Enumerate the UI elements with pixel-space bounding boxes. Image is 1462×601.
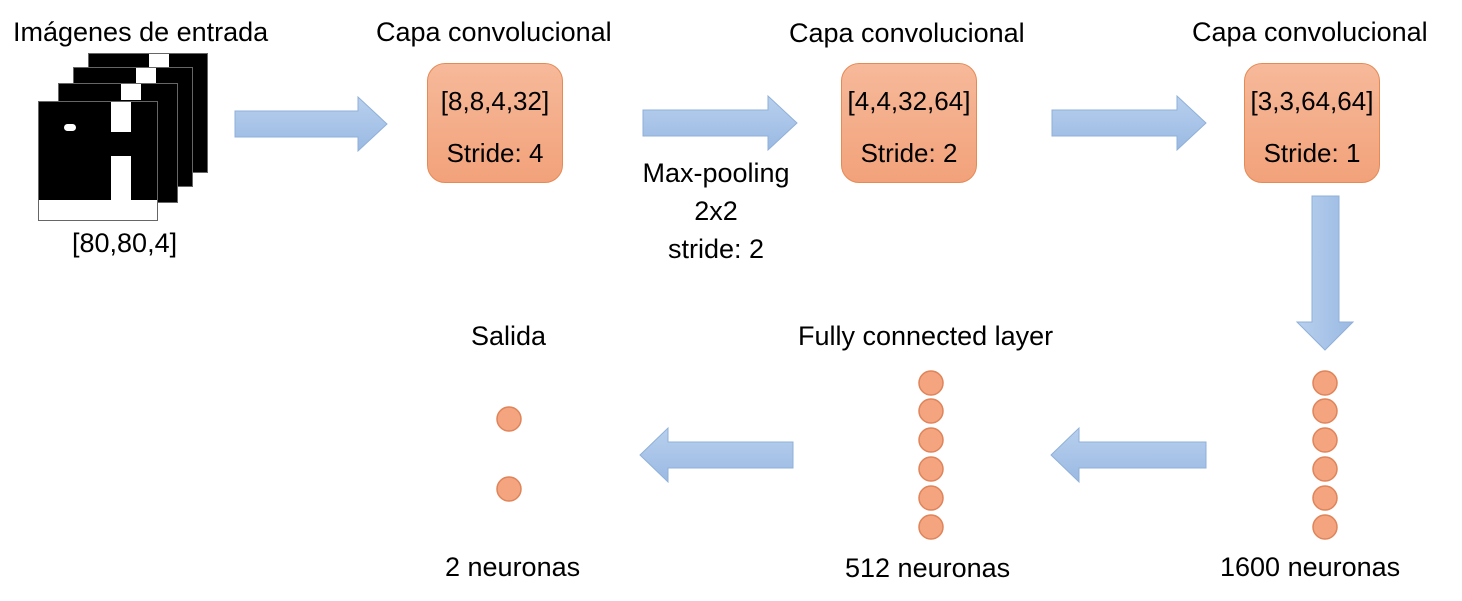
conv1-title: Capa convolucional xyxy=(376,17,612,47)
neuron xyxy=(918,370,944,396)
input-shape: [80,80,4] xyxy=(72,228,178,258)
neuron xyxy=(918,427,944,453)
output-title: Salida xyxy=(471,321,547,351)
arrow-conv2-to-conv3 xyxy=(1051,94,1207,152)
arrow-input-to-conv1 xyxy=(234,95,388,153)
conv3-stride: Stride: 1 xyxy=(1263,138,1361,168)
neuron xyxy=(496,476,522,502)
fc-label: 512 neuronas xyxy=(845,553,1011,583)
neuron xyxy=(1312,398,1338,424)
pool-line2: 2x2 xyxy=(694,196,738,226)
conv2-title: Capa convolucional xyxy=(789,18,1025,48)
conv2-dims: [4,4,32,64] xyxy=(847,86,971,116)
neuron xyxy=(918,485,944,511)
neuron xyxy=(918,456,944,482)
arrow-fc-to-output xyxy=(639,426,794,484)
neuron xyxy=(1312,427,1338,453)
neuron xyxy=(918,398,944,424)
conv3-box: [3,3,64,64] Stride: 1 xyxy=(1244,63,1380,183)
conv3-dims: [3,3,64,64] xyxy=(1250,86,1374,116)
neuron xyxy=(1312,485,1338,511)
neuron xyxy=(496,406,522,432)
conv3-title: Capa convolucional xyxy=(1192,17,1428,47)
arrow-flat-to-fc xyxy=(1050,426,1207,484)
conv1-dims: [8,8,4,32] xyxy=(440,86,550,116)
neuron xyxy=(1312,456,1338,482)
conv2-box: [4,4,32,64] Stride: 2 xyxy=(841,63,977,183)
conv1-stride: Stride: 4 xyxy=(446,138,544,168)
arrow-conv3-down xyxy=(1295,195,1355,351)
fc-title: Fully connected layer xyxy=(798,321,1054,351)
neuron xyxy=(1312,514,1338,540)
conv1-box: [8,8,4,32] Stride: 4 xyxy=(427,63,563,183)
input-title: Imágenes de entrada xyxy=(13,17,269,47)
conv2-stride: Stride: 2 xyxy=(860,138,958,168)
input-frame-1 xyxy=(38,101,158,221)
flat-neurons xyxy=(1312,370,1338,540)
output-neurons xyxy=(496,406,522,502)
fc-neurons xyxy=(918,370,944,540)
pool-line3: stride: 2 xyxy=(667,234,765,264)
neuron xyxy=(1312,370,1338,396)
output-label: 2 neuronas xyxy=(445,552,581,582)
pool-line1: Max-pooling xyxy=(642,158,790,188)
arrow-conv1-to-conv2 xyxy=(642,94,798,152)
flat-label: 1600 neuronas xyxy=(1220,552,1401,582)
neuron xyxy=(918,514,944,540)
